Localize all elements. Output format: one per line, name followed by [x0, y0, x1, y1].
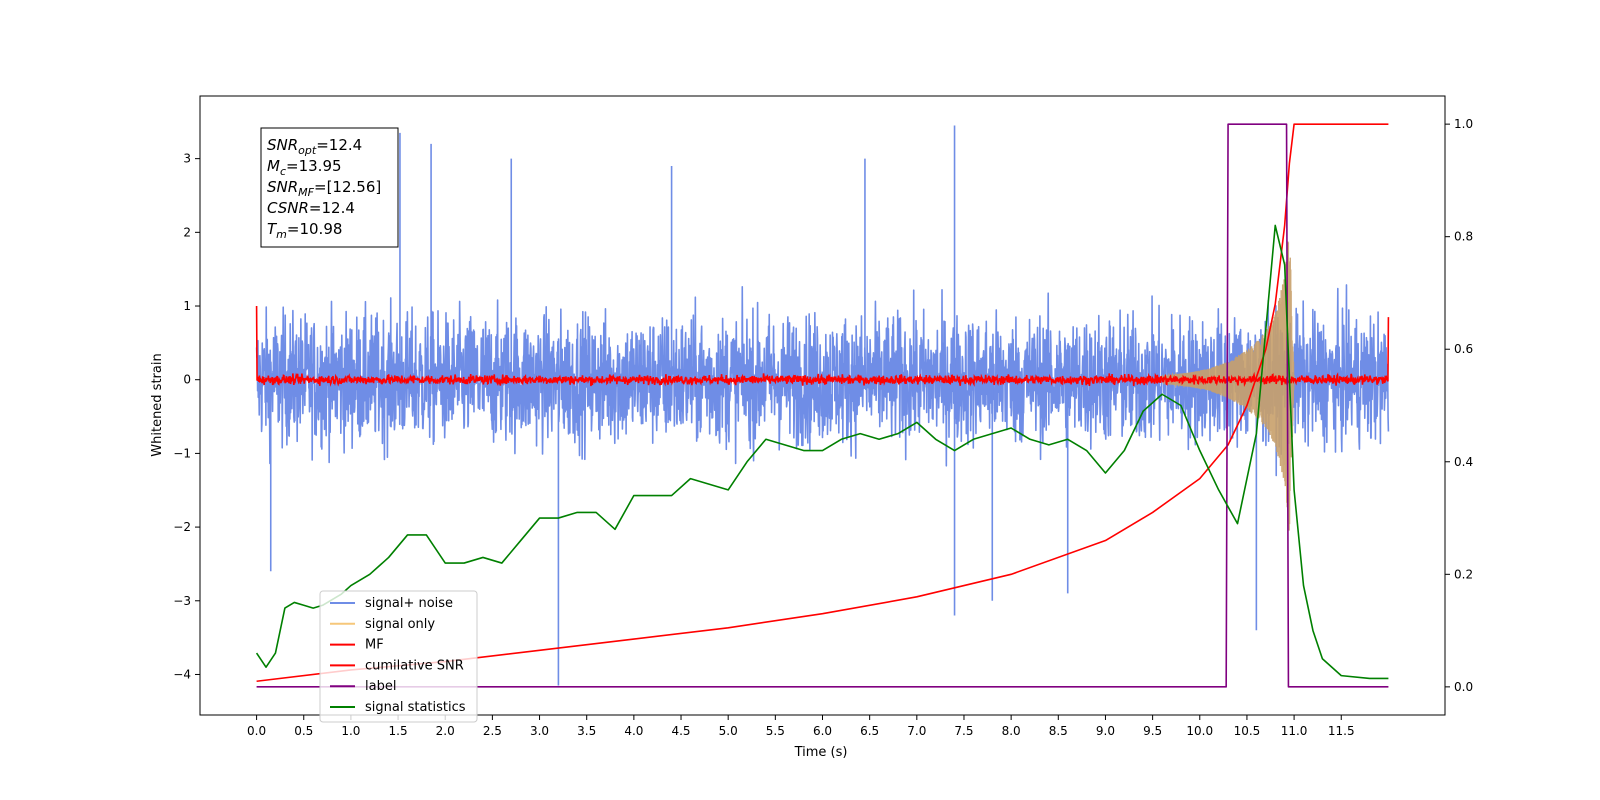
legend-frame [319, 590, 478, 723]
x-tick-label: 5.5 [766, 724, 785, 738]
x-tick-label: 1.5 [389, 724, 408, 738]
y-tick-label-right: 0.4 [1454, 455, 1473, 469]
x-tick-label: 11.0 [1281, 724, 1308, 738]
y-tick-label-left: 2 [183, 225, 191, 239]
y-tick-label-right: 0.6 [1454, 342, 1473, 356]
legend-label: cumilative SNR [365, 658, 464, 673]
x-tick-label: 1.0 [341, 724, 360, 738]
x-tick-label: 0.5 [294, 724, 313, 738]
x-axis-label: Time (s) [794, 745, 848, 760]
y-tick-label-left: 0 [183, 373, 191, 387]
y-tick-label-right: 0.2 [1454, 567, 1473, 581]
x-tick-label: 3.0 [530, 724, 549, 738]
legend-label: MF [365, 638, 384, 653]
y-tick-label-left: −4 [173, 667, 191, 681]
x-tick-label: 2.5 [483, 724, 502, 738]
x-tick-label: 7.0 [907, 724, 926, 738]
x-tick-label: 6.0 [813, 724, 832, 738]
y-tick-label-left: −2 [173, 520, 191, 534]
annotation-line: Tm=10.98 [267, 220, 342, 241]
x-tick-label: 6.5 [860, 724, 879, 738]
x-tick-label: 11.5 [1328, 724, 1355, 738]
legend-label: signal statistics [365, 700, 466, 715]
series-cumulative-snr [256, 123, 1389, 683]
x-tick-label: 9.0 [1096, 724, 1115, 738]
x-tick-label: 8.0 [1002, 724, 1021, 738]
legend: signal+ noise signal only MF cumilative SNR… [319, 590, 478, 723]
series-layer [255, 123, 1390, 688]
series-signal-only [1161, 241, 1295, 531]
x-tick-label: 3.5 [577, 724, 596, 738]
annotation-line: CSNR=12.4 [267, 199, 355, 217]
x-axis: 0.0 0.5 1.0 1.5 2.0 2.5 3.0 3.5 4.0 4.5 5.0 5.5 6.0 6… [247, 715, 1355, 738]
x-tick-label: 4.5 [671, 724, 690, 738]
y-axis-label: Whitened strain [150, 353, 165, 456]
x-tick-label: 0.0 [247, 724, 266, 738]
y-tick-label-left: −3 [173, 594, 191, 608]
legend-label: signal only [365, 617, 435, 632]
y-tick-label-right: 0.8 [1454, 230, 1473, 244]
x-tick-label: 2.0 [436, 724, 455, 738]
x-tick-label: 9.5 [1143, 724, 1162, 738]
series-signal-noise [255, 284, 1390, 477]
x-tick-label: 10.0 [1186, 724, 1213, 738]
y-tick-label-left: 3 [183, 152, 191, 166]
annotation-line: SNRMF=[12.56] [267, 178, 381, 199]
annotation-line: SNRopt=12.4 [267, 136, 362, 157]
legend-label: signal+ noise [365, 596, 453, 611]
series-label [256, 123, 1389, 688]
annotation-box: SNRopt=12.4Mc=13.95SNRMF=[12.56]CSNR=12.… [260, 127, 399, 248]
series-signal-statistics [255, 224, 1389, 680]
series-mf [255, 306, 1390, 387]
x-tick-label: 4.0 [624, 724, 643, 738]
y-tick-label-left: −1 [173, 446, 191, 460]
x-tick-label: 8.5 [1049, 724, 1068, 738]
y-tick-label-left: 1 [183, 299, 191, 313]
x-tick-label: 10.5 [1234, 724, 1261, 738]
y-axis-left: 3 2 1 0 −1 −2 −3 −4 [173, 152, 200, 681]
y-tick-label-right: 1.0 [1454, 117, 1473, 131]
x-tick-label: 5.0 [719, 724, 738, 738]
y-tick-label-right: 0.0 [1454, 680, 1473, 694]
annotation-line: Mc=13.95 [267, 157, 342, 178]
legend-label: label [365, 679, 396, 694]
x-tick-label: 7.5 [954, 724, 973, 738]
annotation-frame [260, 127, 399, 248]
y-axis-right: 1.0 0.8 0.6 0.4 0.2 0.0 [1445, 117, 1473, 694]
